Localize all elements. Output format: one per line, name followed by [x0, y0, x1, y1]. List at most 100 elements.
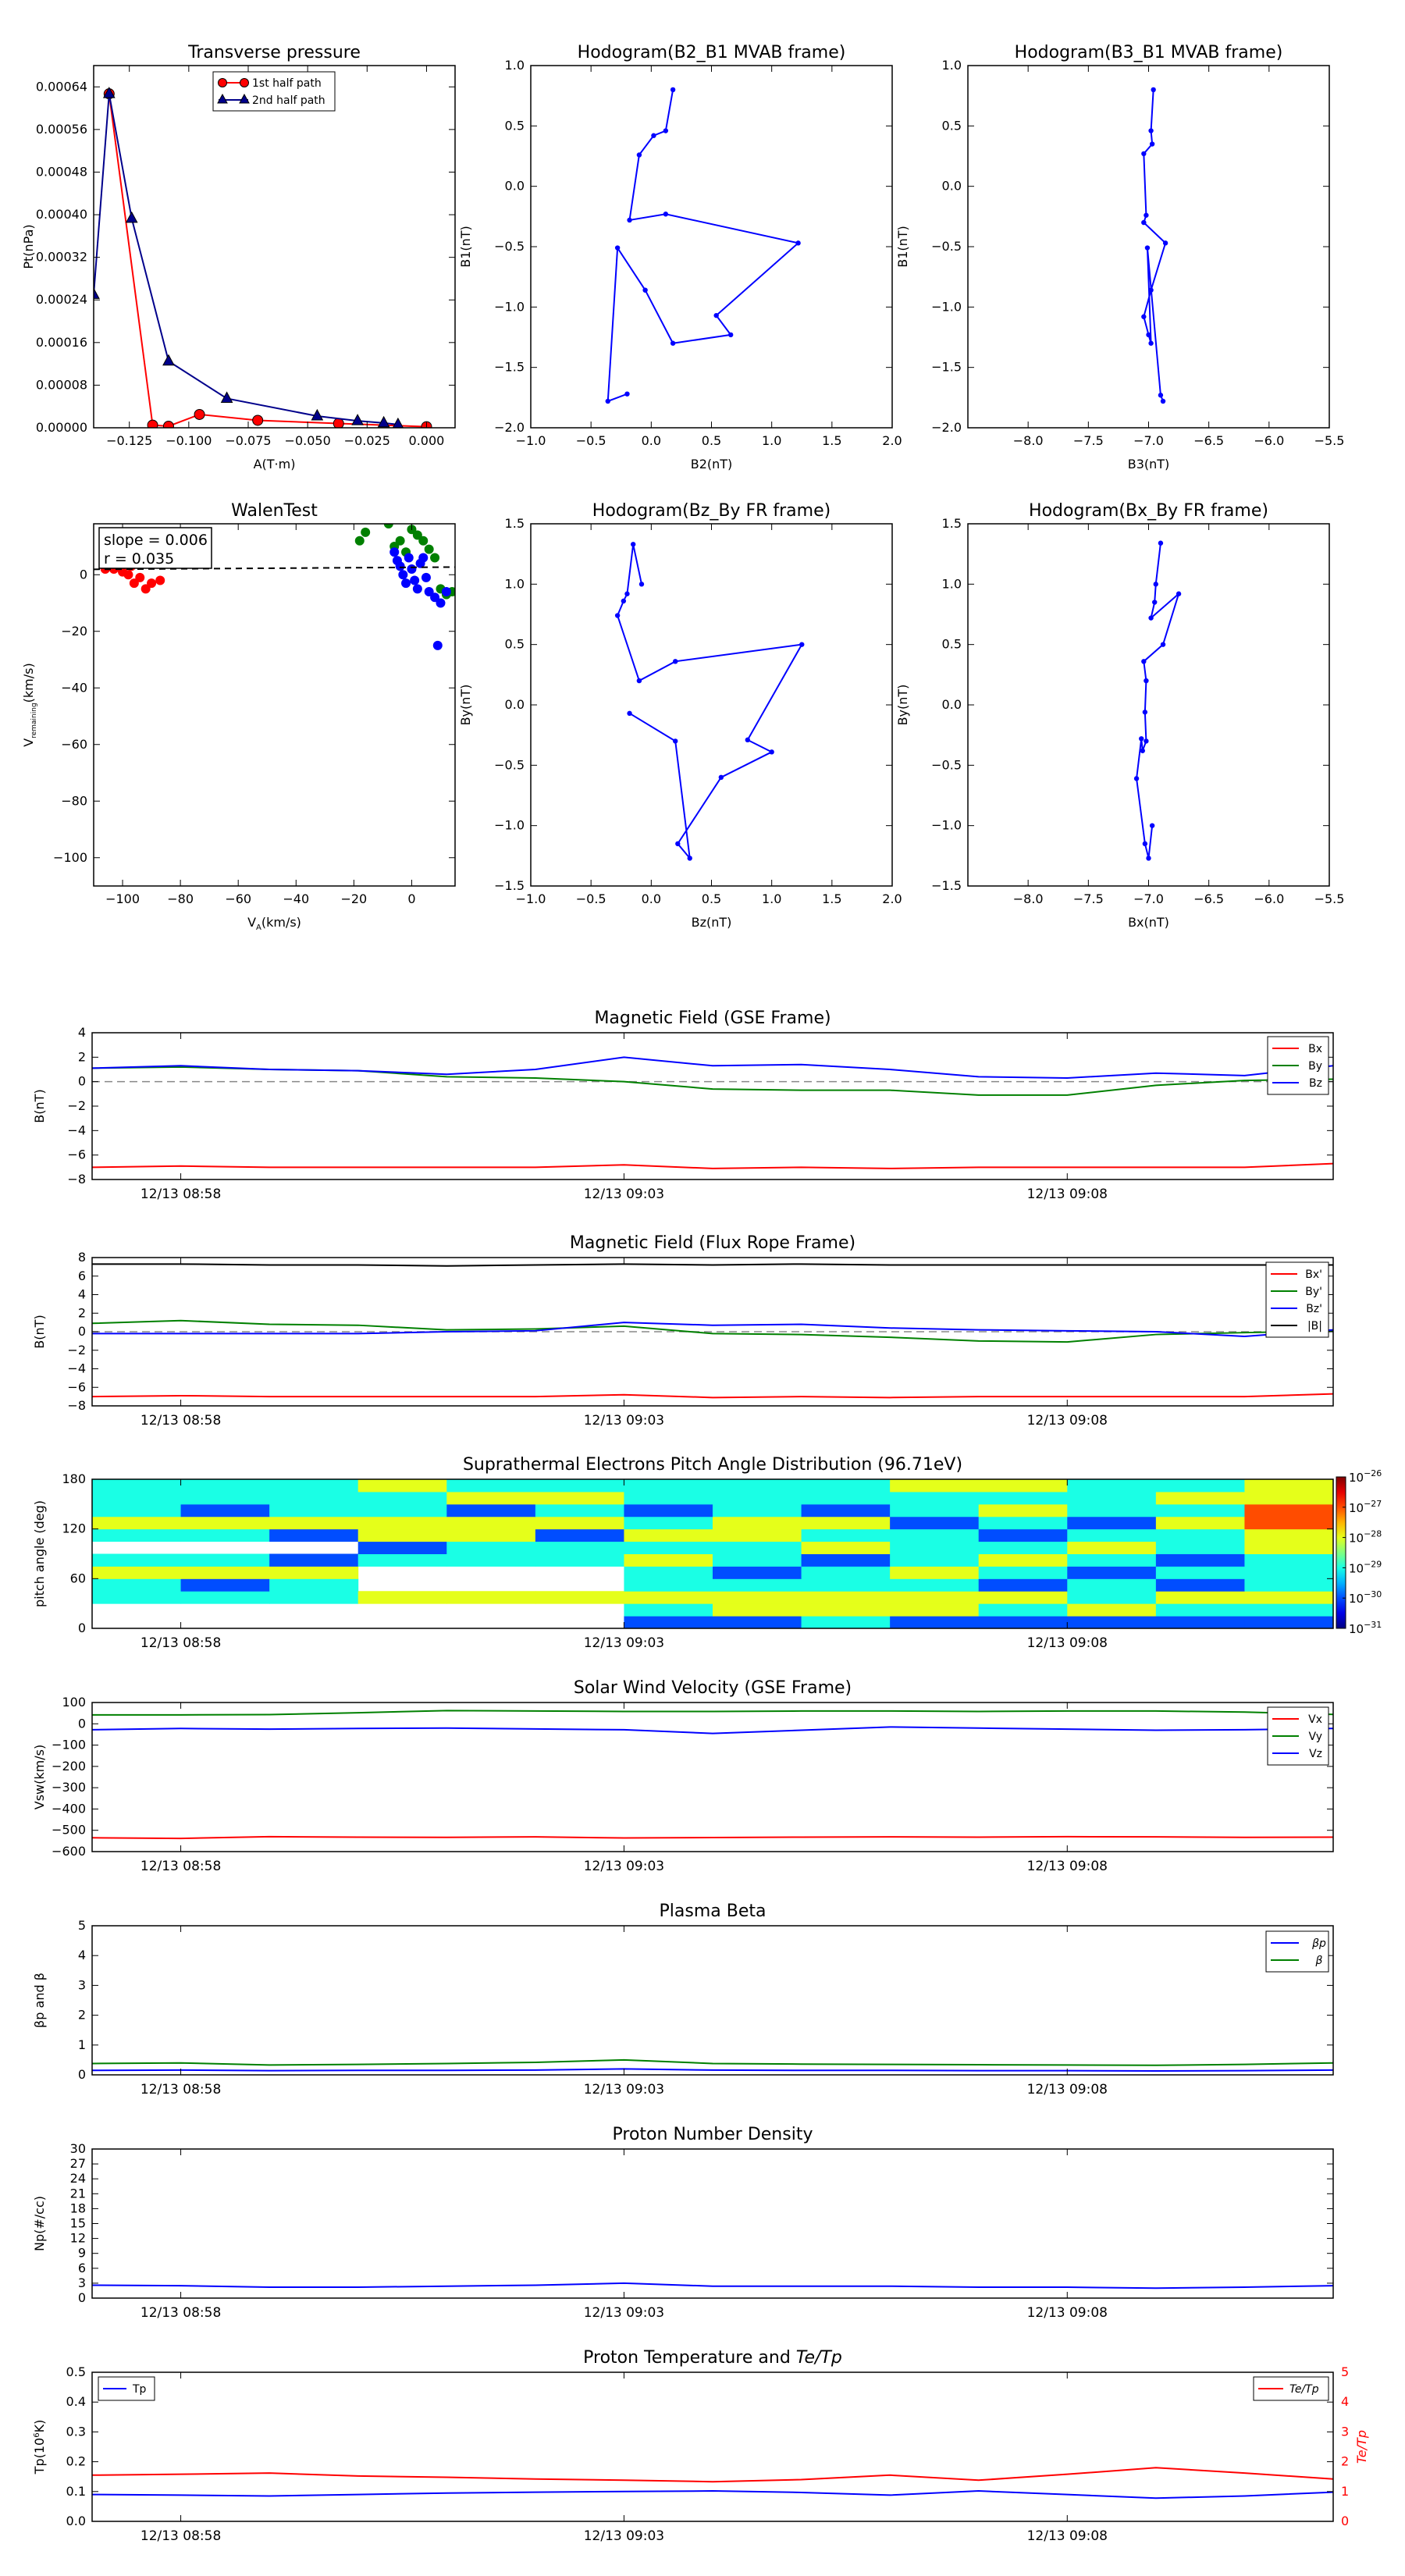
data-point — [642, 287, 648, 293]
y-tick-label: 0 — [80, 567, 87, 582]
time-tick-label: 12/13 08:58 — [140, 1635, 221, 1651]
chart-title: Proton Temperature and Te/Tp — [583, 2348, 842, 2368]
data-point — [1158, 540, 1164, 546]
data-point — [418, 535, 429, 546]
heatmap-cell — [1244, 1528, 1334, 1542]
chart-hodogram-b3-b1: −8.0 −7.5 −7.0 −6.5 −6.0 −5.5 −2.0 −1.5 −1.0 −0.5… — [895, 43, 1344, 471]
heatmap-cell — [978, 1516, 1068, 1530]
data-point — [1148, 128, 1154, 133]
legend-marker — [240, 78, 249, 87]
heatmap-cell — [1244, 1566, 1334, 1579]
y-tick-label: 1.0 — [505, 58, 525, 73]
x-tick-label: −0.125 — [106, 433, 152, 448]
series-line — [92, 1710, 1333, 1716]
legend-box — [1265, 1930, 1329, 1973]
colorbar-tick-label: 10−31 — [1349, 1620, 1382, 1636]
data-point — [670, 340, 676, 346]
heatmap-cell — [801, 1491, 891, 1505]
time-tick-label: 12/13 09:08 — [1027, 1635, 1108, 1651]
y-tick-label: 1 — [78, 2037, 86, 2052]
x-tick-label: −1.0 — [516, 891, 546, 906]
data-point — [673, 738, 678, 744]
y-tick-label: −40 — [61, 680, 87, 695]
time-tick-label: 12/13 09:08 — [1027, 1859, 1108, 1874]
legend-label: Bx — [1308, 1043, 1322, 1055]
heatmap-cell — [801, 1479, 891, 1493]
heatmap-cell — [890, 1503, 980, 1517]
heatmap-cell — [1244, 1541, 1334, 1554]
x-axis-label: B2(nT) — [691, 457, 733, 471]
data-point — [727, 332, 734, 338]
legend-label: By' — [1305, 1286, 1322, 1298]
y-tick-label: 3 — [78, 1977, 86, 1992]
plot-area — [1133, 540, 1182, 861]
heatmap-cell — [801, 1528, 891, 1542]
heatmap-cell — [535, 1516, 624, 1530]
legend-marker — [218, 78, 227, 87]
legend-label: |B| — [1307, 1320, 1322, 1332]
data-point — [410, 575, 420, 585]
data-point — [1141, 314, 1147, 319]
heatmap-cell — [890, 1603, 980, 1617]
time-tick-label: 12/13 09:08 — [1027, 2082, 1108, 2097]
heatmap-cell — [1155, 1516, 1245, 1530]
data-point — [799, 642, 805, 647]
heatmap-cell — [357, 1491, 447, 1505]
heatmap-cell — [624, 1591, 713, 1604]
heatmap-cell — [801, 1591, 891, 1604]
heatmap-cell — [624, 1603, 713, 1617]
data-point — [673, 659, 678, 664]
heatmap-cell — [1067, 1516, 1157, 1530]
data-point — [1133, 776, 1140, 781]
x-axis-unit: (km/s) — [261, 915, 301, 930]
legend-label: Vy — [1309, 1731, 1323, 1743]
data-point — [430, 553, 440, 563]
chart-magnetic-field-fr: −8 −6 −4 −2 0 2 4 6 8 12/13 08:58 12/13 09:03 12/13… — [32, 1233, 1334, 1429]
data-point — [162, 354, 175, 366]
x-tick-label: −7.0 — [1133, 891, 1164, 906]
y-tick-label: 0.0 — [505, 179, 525, 194]
x-tick-label: −0.025 — [344, 433, 390, 448]
y-tick-label: 15 — [70, 2216, 86, 2231]
annotation-box — [98, 527, 212, 569]
heatmap-cell — [180, 1591, 270, 1604]
plot-frame — [530, 65, 893, 429]
legend-label: Bz — [1309, 1077, 1322, 1090]
data-point — [1158, 393, 1164, 398]
heatmap-cell — [92, 1479, 182, 1493]
data-point — [1144, 212, 1149, 218]
series-line — [92, 1393, 1333, 1399]
data-point — [651, 133, 656, 138]
x-tick-label: −8.0 — [1013, 433, 1044, 448]
y-tick-label: 0.5 — [505, 118, 525, 133]
x-tick-label: −7.5 — [1073, 433, 1104, 448]
x-tick-label: 2.0 — [882, 891, 902, 906]
heatmap-cell — [1244, 1553, 1334, 1567]
heatmap-cell — [535, 1591, 624, 1604]
heatmap-cell — [624, 1616, 713, 1629]
data-point — [1144, 245, 1151, 251]
y-axis-sub: remaining — [30, 703, 38, 738]
data-point — [367, 514, 376, 523]
data-point — [129, 578, 139, 589]
y-tick-label: −1.0 — [494, 818, 525, 833]
heatmap-cell — [1067, 1528, 1157, 1542]
y-tick-label: −0.5 — [931, 757, 962, 772]
data-point — [351, 414, 364, 425]
y-tick-label: −2.0 — [494, 420, 525, 435]
y-tick-label: −6 — [67, 1379, 86, 1394]
time-tick-label: 12/13 09:08 — [1027, 1187, 1108, 1202]
annotation-slope: slope = 0.006 — [104, 532, 208, 549]
heatmap-cell — [180, 1491, 270, 1505]
heatmap-cell — [357, 1516, 447, 1530]
x-axis-label: Bx(nT) — [1128, 915, 1169, 930]
series-line — [617, 544, 804, 861]
chart-title-math: Te/Tp — [796, 2348, 842, 2368]
y-axis-label: By(nT) — [895, 685, 910, 726]
y-tick-label: 0 — [78, 1716, 86, 1731]
data-point — [361, 527, 371, 537]
y-tick-label: −1.0 — [931, 299, 962, 314]
y-tick-label: −1.5 — [494, 878, 525, 893]
y-right-tick-label: 0 — [1341, 2514, 1349, 2528]
